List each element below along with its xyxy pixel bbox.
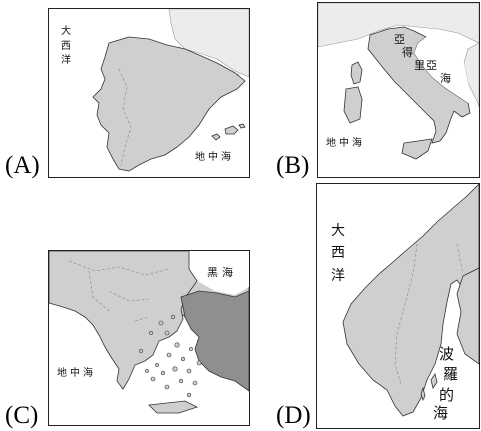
atlantic-char-d3: 洋 — [331, 267, 345, 284]
balearic-island-3 — [238, 123, 246, 129]
mediterranean-sea-label-a: 地中海 — [195, 152, 234, 163]
alps-land — [318, 3, 479, 48]
atlantic-char-3: 洋 — [61, 55, 71, 66]
baltic-char-3: 的 — [439, 385, 455, 404]
option-a-map — [92, 9, 249, 172]
option-c-map — [49, 251, 249, 414]
balkan-borders — [68, 260, 170, 322]
sweden-finland-border — [456, 243, 464, 275]
option-c-map-frame: 黑海 地中海 — [48, 250, 250, 426]
option-b-label[interactable]: (B) — [276, 152, 310, 179]
scandinavian-peninsula-land — [342, 184, 479, 417]
italy-land — [367, 26, 471, 144]
corsica-island — [350, 61, 363, 85]
adriatic-sea-area — [414, 37, 468, 103]
adriatic-char-5: 海 — [440, 71, 451, 85]
adriatic-sea-label: 亞 得 里 亞 海 — [386, 33, 456, 85]
crete-island — [148, 400, 199, 414]
adriatic-char-4: 亞 — [426, 58, 437, 72]
adriatic-char-2: 得 — [402, 46, 413, 60]
option-d-label[interactable]: (D) — [276, 402, 311, 429]
iberian-peninsula-land — [92, 36, 246, 172]
atlantic-char-d1: 大 — [331, 223, 345, 239]
adriatic-char-1: 亞 — [394, 33, 405, 46]
atlantic-ocean-label-a: 大 西 洋 — [61, 25, 71, 69]
oland-island — [420, 386, 426, 402]
option-a-map-frame: 大 西 洋 地中海 — [48, 8, 250, 178]
sicily-island — [401, 138, 433, 160]
option-d-map-frame: 大 西 洋 波 羅 的 海 — [316, 183, 480, 429]
option-b-map-frame: 亞 得 里 亞 海 地中海 — [317, 2, 480, 178]
atlantic-char-1: 大 — [61, 26, 71, 37]
mediterranean-sea-label-b: 地中海 — [326, 138, 365, 149]
aegean-islands — [139, 314, 202, 398]
anatolia-land — [180, 290, 249, 392]
balearic-island-2 — [211, 133, 221, 141]
black-sea-area — [189, 251, 249, 295]
france-land — [168, 9, 249, 78]
adriatic-char-3: 里 — [414, 59, 425, 73]
gotland-island — [430, 373, 438, 389]
finland-land — [456, 267, 479, 365]
option-a-label[interactable]: (A) — [5, 152, 40, 179]
baltic-char-2: 羅 — [443, 365, 459, 384]
mediterranean-sea-label-c: 地中海 — [57, 368, 96, 379]
atlantic-char-2: 西 — [61, 40, 71, 52]
option-d-map — [342, 184, 479, 417]
option-b-map — [318, 3, 479, 160]
black-sea-label: 黑海 — [207, 266, 237, 279]
balearic-island-1 — [224, 125, 239, 135]
portugal-border-line — [118, 68, 132, 166]
atlantic-ocean-label-d: 大 西 洋 — [331, 220, 345, 287]
atlantic-char-d2: 西 — [331, 245, 345, 262]
baltic-char-4: 海 — [433, 403, 449, 422]
option-c-label[interactable]: (C) — [5, 402, 39, 429]
baltic-char-1: 波 — [439, 345, 455, 363]
baltic-sea-label: 波 羅 的 海 — [433, 344, 473, 423]
norway-sweden-border — [394, 243, 418, 385]
sardinia-island — [343, 86, 363, 124]
